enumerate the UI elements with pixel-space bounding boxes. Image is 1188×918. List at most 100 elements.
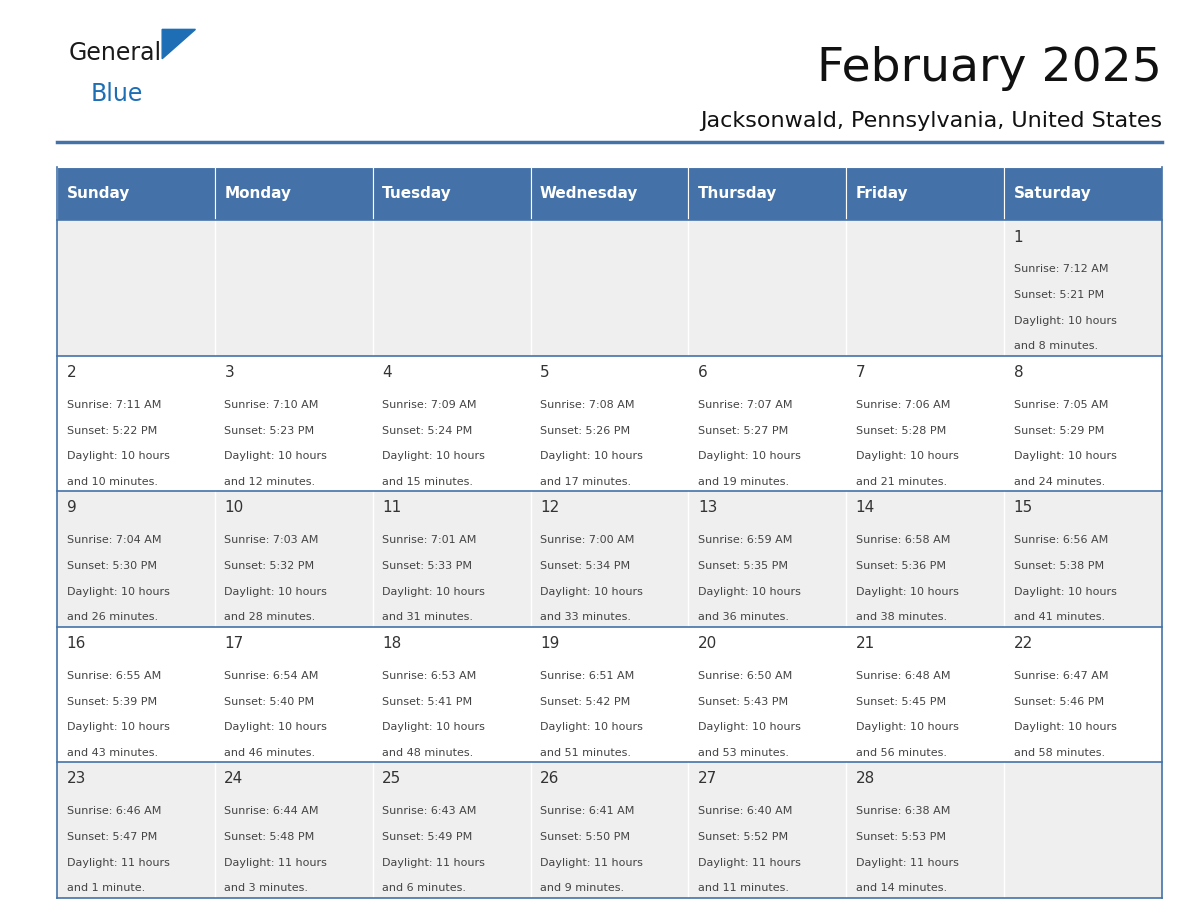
Text: Sunset: 5:27 PM: Sunset: 5:27 PM	[697, 426, 788, 435]
Text: Sunrise: 7:12 AM: Sunrise: 7:12 AM	[1013, 264, 1108, 274]
Text: 17: 17	[225, 636, 244, 651]
Text: and 17 minutes.: and 17 minutes.	[541, 477, 631, 487]
Bar	[1004, 491, 1162, 627]
Text: and 26 minutes.: and 26 minutes.	[67, 612, 158, 622]
Text: and 3 minutes.: and 3 minutes.	[225, 883, 309, 893]
Text: Sunset: 5:52 PM: Sunset: 5:52 PM	[697, 832, 788, 842]
Text: Sunset: 5:33 PM: Sunset: 5:33 PM	[383, 561, 472, 571]
Text: Sunrise: 7:07 AM: Sunrise: 7:07 AM	[697, 400, 792, 409]
Text: Sunset: 5:23 PM: Sunset: 5:23 PM	[225, 426, 315, 435]
Text: Sunrise: 6:38 AM: Sunrise: 6:38 AM	[855, 806, 950, 816]
Bar	[846, 491, 1004, 627]
Text: Daylight: 10 hours: Daylight: 10 hours	[697, 452, 801, 461]
Bar	[846, 627, 1004, 762]
Text: Sunset: 5:38 PM: Sunset: 5:38 PM	[1013, 561, 1104, 571]
Text: and 58 minutes.: and 58 minutes.	[1013, 748, 1105, 758]
Bar	[215, 491, 373, 627]
Text: and 6 minutes.: and 6 minutes.	[383, 883, 466, 893]
Bar	[373, 762, 531, 898]
Bar	[531, 762, 688, 898]
Bar	[373, 491, 531, 627]
Bar	[531, 356, 688, 491]
Text: and 51 minutes.: and 51 minutes.	[541, 748, 631, 758]
Text: Jacksonwald, Pennsylvania, United States: Jacksonwald, Pennsylvania, United States	[700, 111, 1162, 131]
Text: Sunrise: 6:48 AM: Sunrise: 6:48 AM	[855, 671, 950, 681]
Bar	[373, 220, 531, 356]
Text: Saturday: Saturday	[1013, 186, 1092, 201]
Text: Sunset: 5:30 PM: Sunset: 5:30 PM	[67, 561, 157, 571]
Text: Daylight: 10 hours: Daylight: 10 hours	[225, 452, 327, 461]
Text: Daylight: 10 hours: Daylight: 10 hours	[541, 452, 643, 461]
Text: 19: 19	[541, 636, 560, 651]
Text: Daylight: 10 hours: Daylight: 10 hours	[225, 587, 327, 597]
Bar	[688, 356, 846, 491]
Bar	[846, 220, 1004, 356]
Text: Sunrise: 6:59 AM: Sunrise: 6:59 AM	[697, 535, 792, 545]
Text: 7: 7	[855, 365, 865, 380]
Text: and 24 minutes.: and 24 minutes.	[1013, 477, 1105, 487]
Text: and 48 minutes.: and 48 minutes.	[383, 748, 474, 758]
Text: Sunset: 5:26 PM: Sunset: 5:26 PM	[541, 426, 630, 435]
Text: Daylight: 10 hours: Daylight: 10 hours	[855, 452, 959, 461]
Text: Sunrise: 7:00 AM: Sunrise: 7:00 AM	[541, 535, 634, 545]
Bar	[1004, 627, 1162, 762]
Text: Sunset: 5:42 PM: Sunset: 5:42 PM	[541, 697, 631, 707]
Text: and 12 minutes.: and 12 minutes.	[225, 477, 316, 487]
Text: Sunset: 5:49 PM: Sunset: 5:49 PM	[383, 832, 473, 842]
Text: 5: 5	[541, 365, 550, 380]
Text: 26: 26	[541, 771, 560, 787]
Text: and 21 minutes.: and 21 minutes.	[855, 477, 947, 487]
Text: Sunset: 5:45 PM: Sunset: 5:45 PM	[855, 697, 946, 707]
Text: 25: 25	[383, 771, 402, 787]
Text: Sunset: 5:36 PM: Sunset: 5:36 PM	[855, 561, 946, 571]
Bar	[373, 356, 531, 491]
Bar	[215, 627, 373, 762]
Text: and 19 minutes.: and 19 minutes.	[697, 477, 789, 487]
Text: and 53 minutes.: and 53 minutes.	[697, 748, 789, 758]
Bar	[846, 762, 1004, 898]
Text: and 28 minutes.: and 28 minutes.	[225, 612, 316, 622]
Text: General: General	[69, 41, 162, 65]
Text: 13: 13	[697, 500, 718, 516]
Bar	[846, 167, 1004, 220]
Text: and 1 minute.: and 1 minute.	[67, 883, 145, 893]
Text: and 43 minutes.: and 43 minutes.	[67, 748, 158, 758]
Text: 16: 16	[67, 636, 86, 651]
Text: 15: 15	[1013, 500, 1032, 516]
Text: Sunrise: 7:11 AM: Sunrise: 7:11 AM	[67, 400, 160, 409]
Text: 23: 23	[67, 771, 86, 787]
Text: Sunset: 5:50 PM: Sunset: 5:50 PM	[541, 832, 630, 842]
Text: Daylight: 10 hours: Daylight: 10 hours	[1013, 452, 1117, 461]
Text: Daylight: 10 hours: Daylight: 10 hours	[383, 587, 485, 597]
Text: Sunday: Sunday	[67, 186, 129, 201]
Text: Sunset: 5:53 PM: Sunset: 5:53 PM	[855, 832, 946, 842]
Text: Sunrise: 6:51 AM: Sunrise: 6:51 AM	[541, 671, 634, 681]
Text: Sunrise: 7:09 AM: Sunrise: 7:09 AM	[383, 400, 476, 409]
Text: 24: 24	[225, 771, 244, 787]
Text: Daylight: 11 hours: Daylight: 11 hours	[225, 857, 327, 868]
Text: and 14 minutes.: and 14 minutes.	[855, 883, 947, 893]
Bar	[1004, 356, 1162, 491]
Text: and 33 minutes.: and 33 minutes.	[541, 612, 631, 622]
Bar	[57, 356, 215, 491]
Text: Sunrise: 6:43 AM: Sunrise: 6:43 AM	[383, 806, 476, 816]
Bar	[57, 220, 215, 356]
Text: Sunset: 5:22 PM: Sunset: 5:22 PM	[67, 426, 157, 435]
Bar	[1004, 167, 1162, 220]
Text: and 38 minutes.: and 38 minutes.	[855, 612, 947, 622]
Bar	[215, 762, 373, 898]
Text: Sunset: 5:41 PM: Sunset: 5:41 PM	[383, 697, 473, 707]
Text: 2: 2	[67, 365, 76, 380]
Text: Daylight: 10 hours: Daylight: 10 hours	[541, 587, 643, 597]
Text: 6: 6	[697, 365, 708, 380]
Text: Sunrise: 6:50 AM: Sunrise: 6:50 AM	[697, 671, 792, 681]
Text: Sunrise: 6:58 AM: Sunrise: 6:58 AM	[855, 535, 950, 545]
Text: Sunrise: 7:04 AM: Sunrise: 7:04 AM	[67, 535, 162, 545]
Text: and 31 minutes.: and 31 minutes.	[383, 612, 473, 622]
Text: Sunrise: 7:03 AM: Sunrise: 7:03 AM	[225, 535, 318, 545]
Text: Sunset: 5:48 PM: Sunset: 5:48 PM	[225, 832, 315, 842]
Text: 10: 10	[225, 500, 244, 516]
Text: Sunset: 5:39 PM: Sunset: 5:39 PM	[67, 697, 157, 707]
Text: Sunset: 5:40 PM: Sunset: 5:40 PM	[225, 697, 315, 707]
Text: Daylight: 10 hours: Daylight: 10 hours	[225, 722, 327, 733]
